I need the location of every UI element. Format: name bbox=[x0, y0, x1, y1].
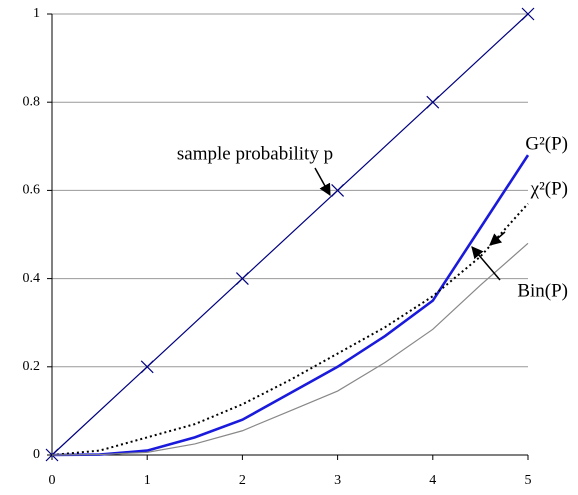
annotation-arrow bbox=[489, 231, 506, 246]
x-tick-label: 3 bbox=[334, 473, 341, 488]
series-label: Bin(P) bbox=[517, 280, 568, 301]
x-tick-label: 4 bbox=[429, 473, 436, 488]
y-tick-label: 0.4 bbox=[23, 271, 41, 286]
y-tick-label: 0.6 bbox=[23, 183, 41, 198]
point-marker bbox=[140, 360, 154, 374]
y-tick-label: 1 bbox=[33, 6, 40, 21]
point-marker bbox=[235, 272, 249, 286]
x-tick-label: 0 bbox=[49, 473, 56, 488]
x-tick-label: 5 bbox=[525, 473, 532, 488]
point-marker bbox=[521, 7, 535, 21]
series-label: G²(P) bbox=[525, 133, 568, 154]
annotation-arrow bbox=[314, 167, 331, 197]
series-label: sample probability p bbox=[177, 143, 333, 164]
x-tick-label: 2 bbox=[239, 473, 246, 488]
series-line bbox=[51, 242, 529, 456]
series-line bbox=[51, 154, 530, 457]
x-tick-label: 1 bbox=[144, 473, 151, 488]
y-tick-label: 0 bbox=[33, 447, 40, 462]
y-tick-label: 0.2 bbox=[23, 359, 41, 374]
series-line bbox=[51, 202, 529, 456]
y-tick-label: 0.8 bbox=[23, 94, 41, 109]
series-label: χ²(P) bbox=[530, 178, 568, 199]
series-line bbox=[51, 13, 529, 456]
point-marker bbox=[426, 95, 440, 109]
point-marker bbox=[331, 183, 345, 197]
annotation-arrow bbox=[471, 246, 501, 281]
